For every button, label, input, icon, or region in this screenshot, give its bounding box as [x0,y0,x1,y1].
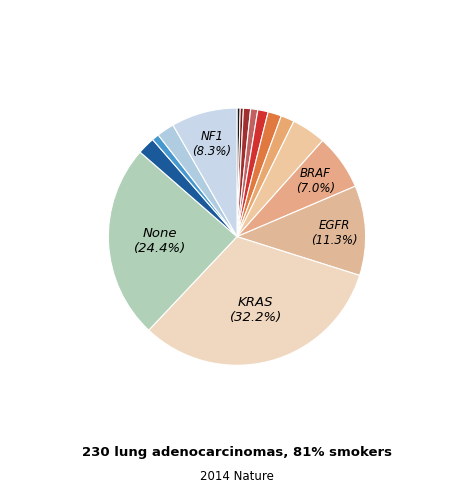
Text: NF1
(8.3%): NF1 (8.3%) [192,130,232,158]
Wedge shape [158,126,237,237]
Wedge shape [109,153,237,331]
Wedge shape [149,237,360,365]
Wedge shape [173,109,237,237]
Text: None
(24.4%): None (24.4%) [134,227,186,255]
Wedge shape [237,113,281,237]
Wedge shape [237,109,251,237]
Wedge shape [237,109,258,237]
Wedge shape [237,141,356,237]
Text: 2014 Nature: 2014 Nature [200,469,274,483]
Text: 230 lung adenocarcinomas, 81% smokers: 230 lung adenocarcinomas, 81% smokers [82,445,392,458]
Wedge shape [237,117,294,237]
Wedge shape [237,110,268,237]
Wedge shape [237,122,323,237]
Text: EGFR
(11.3%): EGFR (11.3%) [311,218,358,246]
Text: KRAS
(32.2%): KRAS (32.2%) [229,295,282,323]
Wedge shape [140,140,237,237]
Wedge shape [237,187,365,276]
Wedge shape [237,109,240,237]
Wedge shape [237,109,244,237]
Wedge shape [153,136,237,237]
Text: BRAF
(7.0%): BRAF (7.0%) [296,167,335,195]
